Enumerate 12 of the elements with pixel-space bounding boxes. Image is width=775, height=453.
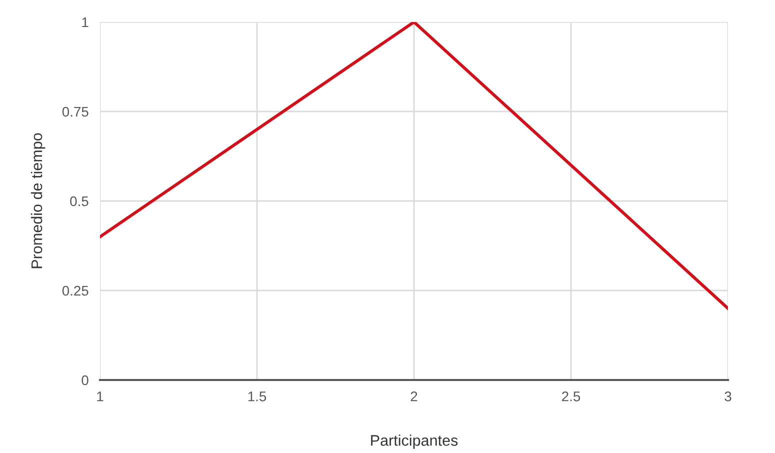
x-axis-title: Participantes bbox=[371, 434, 458, 449]
y-axis-title: Promedio de tiempo bbox=[30, 133, 46, 268]
y-tick-label: 0.75 bbox=[62, 106, 88, 117]
y-tick-label: 0 bbox=[82, 375, 88, 386]
x-tick-label: 3 bbox=[724, 391, 732, 402]
x-tick-label: 1 bbox=[97, 392, 104, 402]
y-tick-label: 0.25 bbox=[62, 286, 88, 296]
x-tick-label: 2 bbox=[410, 391, 418, 402]
y-tick-label: 1 bbox=[82, 17, 88, 28]
y-tick-label: 0.5 bbox=[70, 196, 88, 206]
x-tick-label: 1.5 bbox=[248, 392, 266, 402]
x-tick-label: 2.5 bbox=[562, 391, 580, 402]
